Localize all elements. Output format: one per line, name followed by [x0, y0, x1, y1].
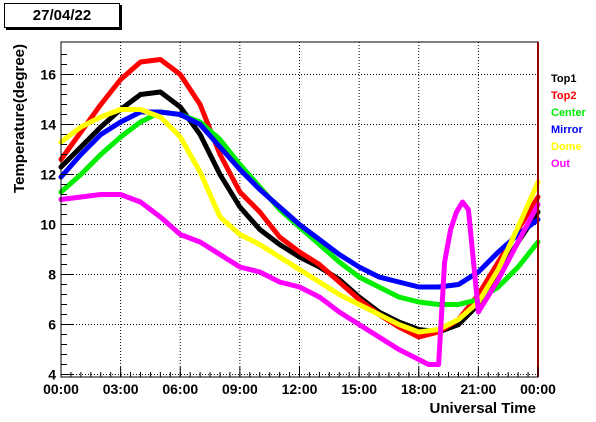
data-series	[58, 57, 541, 367]
y-tick-label: 16	[40, 67, 56, 83]
x-axis-label: Universal Time	[430, 400, 536, 417]
y-tick-label: 12	[40, 167, 56, 183]
y-tick-label: 8	[48, 267, 56, 283]
series-line-out	[58, 192, 541, 367]
legend-entry-dome: Dome	[551, 141, 582, 153]
x-tick-label: 00:00	[520, 381, 556, 397]
x-tick-label: 18:00	[401, 381, 437, 397]
x-tick-label: 06:00	[162, 381, 198, 397]
legend-entry-top1: Top1	[551, 73, 576, 85]
legend: Top1 Top2 Center Mirror Dome Out	[551, 73, 587, 170]
date-stamp: 27/04/22	[4, 3, 120, 28]
legend-entry-mirror: Mirror	[551, 124, 584, 136]
y-axis-label: Temperature(degree)	[11, 44, 28, 193]
legend-entry-out: Out	[551, 158, 570, 170]
y-tick-label: 14	[40, 117, 56, 133]
y-tick-label: 4	[48, 367, 56, 383]
x-tick-label: 00:00	[43, 381, 79, 397]
series-line-dome	[58, 107, 541, 335]
x-tick-label: 21:00	[460, 381, 496, 397]
x-tick-label: 15:00	[341, 381, 377, 397]
y-tick-label: 6	[48, 317, 56, 333]
x-tick-label: 12:00	[282, 381, 318, 397]
series-line-top1	[58, 89, 541, 335]
x-tick-label: 03:00	[103, 381, 139, 397]
axis-ticks: 00:00 03:00 06:00 09:00 12:00 15:00 18:00 21:00…	[40, 54, 556, 397]
legend-entry-center: Center	[551, 107, 587, 119]
legend-entry-top2: Top2	[551, 90, 576, 102]
y-tick-label: 10	[40, 217, 56, 233]
x-tick-label: 09:00	[222, 381, 258, 397]
